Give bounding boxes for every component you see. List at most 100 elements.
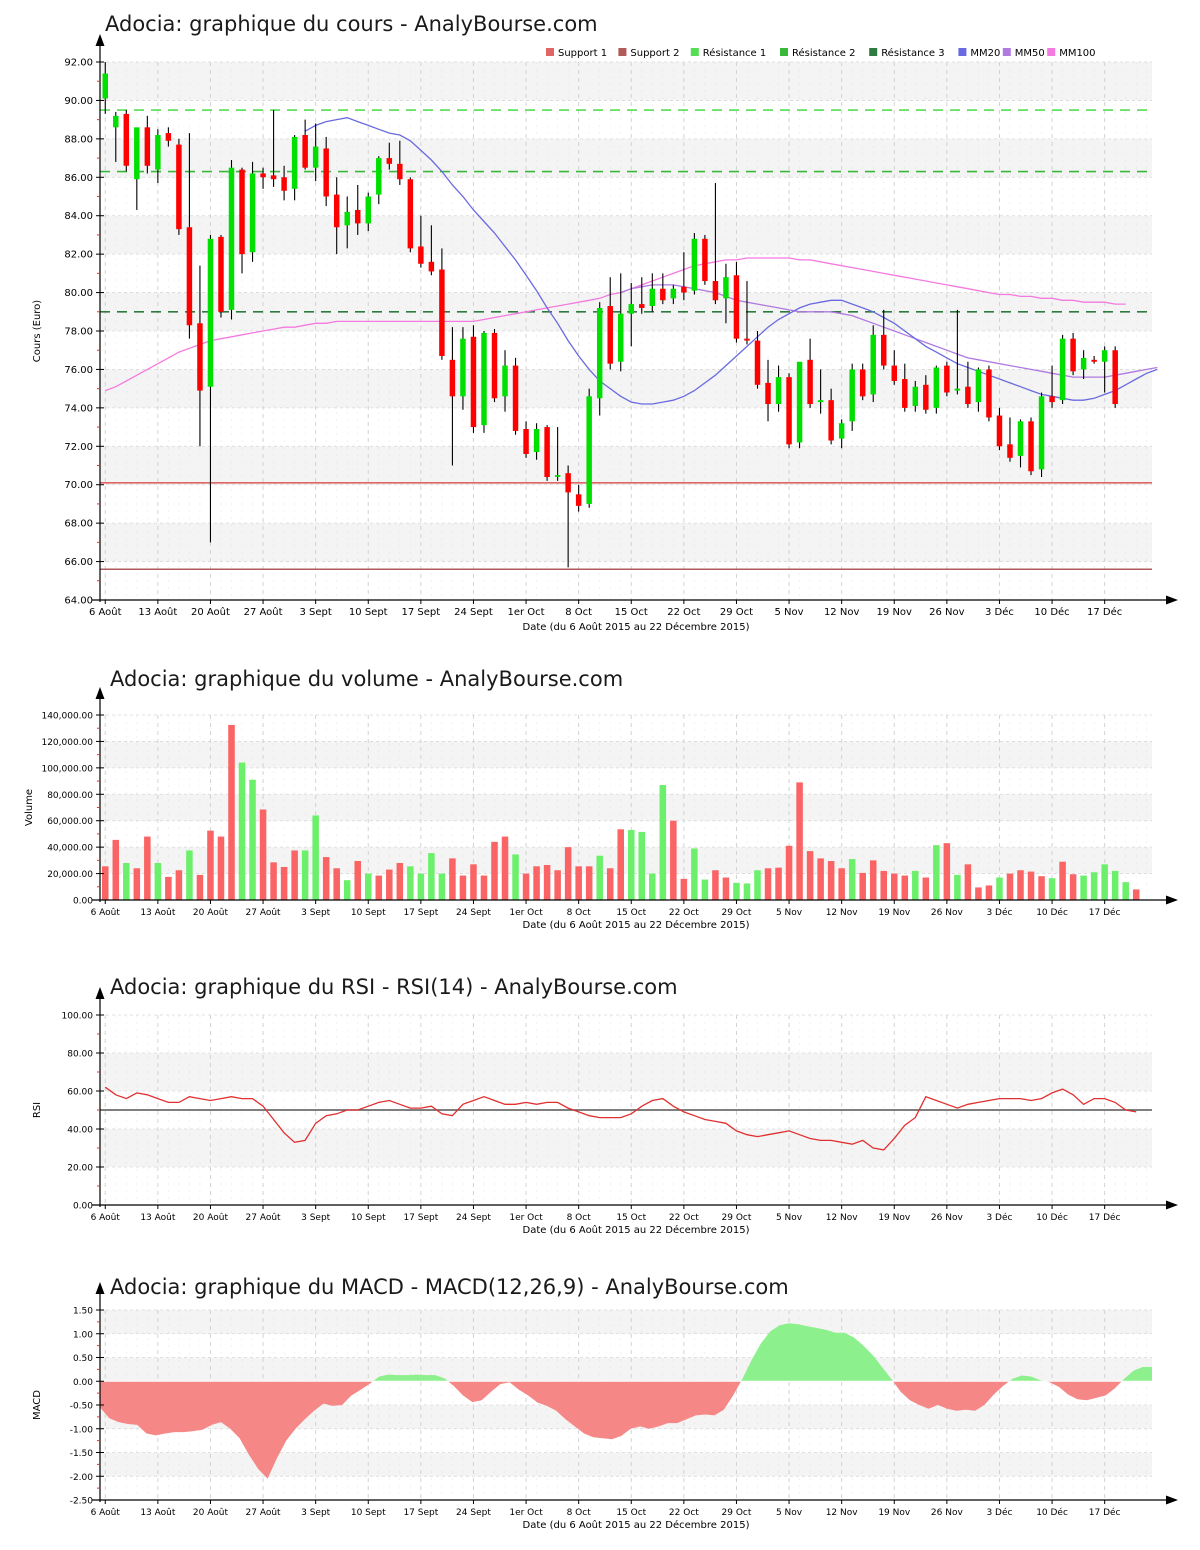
candle-body [1070, 338, 1076, 372]
x-tick-label: 27 Août [246, 908, 282, 918]
y-tick-label: 88.00 [64, 134, 93, 145]
mm50-line [620, 284, 1158, 378]
candle-body [586, 396, 592, 504]
x-tick-label: 10 Sept [351, 1213, 386, 1223]
volume-bar [922, 877, 930, 900]
candle-body [954, 388, 961, 391]
candle-body [870, 334, 876, 395]
volume-bar [154, 863, 162, 900]
x-tick-label: 24 Sept [456, 908, 491, 918]
candle-body [249, 173, 256, 253]
volume-bar [859, 872, 866, 900]
volume-bar [449, 858, 456, 900]
volume-bar [943, 843, 951, 900]
candle-body [376, 158, 382, 195]
x-tick-label: 22 Oct [669, 1213, 699, 1223]
y-tick-label: 72.00 [64, 442, 93, 453]
price-chart-title: Adocia: graphique du cours - AnalyBourse… [105, 12, 598, 36]
volume-bar [438, 873, 446, 900]
candle-body [996, 415, 1003, 447]
volume-bar [585, 866, 593, 900]
x-tick-label: 10 Sept [351, 1508, 386, 1518]
candle-body [933, 367, 940, 408]
x-tick-label: 10 Déc [1036, 1212, 1068, 1223]
candle-body [912, 386, 919, 406]
y-tick-label: 80.00 [64, 288, 93, 299]
x-tick-label: 19 Nov [877, 607, 913, 618]
volume-bar [1017, 870, 1024, 900]
x-tick-label: 22 Oct [669, 908, 699, 918]
volume-panel: Adocia: graphique du volume - AnalyBours… [0, 645, 1200, 955]
candle-body [218, 236, 224, 312]
volume-bar [280, 866, 288, 900]
y-axis-arrow [95, 687, 105, 699]
candle-body [418, 246, 424, 264]
x-tick-label: 6 Août [91, 908, 121, 918]
volume-chart-title: Adocia: graphique du volume - AnalyBours… [110, 667, 624, 691]
y-tick-label: 20,000.00 [47, 870, 93, 880]
candle-body [618, 313, 624, 362]
y-axis-title: Volume [24, 789, 35, 826]
volume-bar [733, 882, 740, 900]
plot-band [100, 1310, 1152, 1334]
x-tick-label: 10 Déc [1036, 907, 1068, 918]
candle-body [260, 173, 266, 178]
volume-bar [470, 864, 477, 900]
candle-body [923, 384, 929, 410]
x-tick-label: 3 Déc [986, 1212, 1012, 1223]
volume-bar [1038, 876, 1045, 900]
x-tick-label: 3 Sept [301, 908, 331, 918]
candle-body [702, 238, 708, 282]
volume-bar [659, 785, 667, 900]
candle-body [239, 169, 245, 255]
x-tick-label: 5 Nov [775, 607, 804, 618]
candle-body [207, 238, 214, 387]
volume-bar [270, 862, 277, 900]
volume-bar [101, 866, 109, 900]
volume-bar [638, 831, 646, 900]
volume-bar [417, 873, 425, 900]
volume-bar [848, 859, 856, 900]
volume-bar [564, 847, 572, 900]
legend-swatch-7 [1047, 48, 1056, 56]
volume-bar [817, 858, 824, 900]
volume-bar [764, 868, 772, 900]
candle-body [333, 194, 340, 228]
volume-bar [775, 867, 782, 900]
volume-bar [1090, 872, 1098, 900]
volume-bar [301, 850, 309, 900]
x-tick-label: 29 Oct [720, 607, 753, 618]
x-tick-label: 27 Août [244, 606, 283, 618]
candle-body [386, 158, 393, 164]
candle-body [470, 336, 477, 428]
volume-bar [354, 861, 362, 900]
macd-chart-svg: -2.50 -2.00 -1.50 -1.00 -0.50 0.00 0.50 1.00 1.5… [32, 1282, 1178, 1531]
candle-body [312, 146, 319, 168]
x-tick-label: 20 Août [193, 1508, 229, 1518]
candle-body [523, 428, 529, 454]
candle-body [838, 423, 845, 439]
x-tick-label: 10 Déc [1034, 606, 1069, 618]
x-tick-label: 26 Nov [931, 908, 964, 918]
volume-bar [680, 878, 688, 900]
plot-band [100, 215, 1152, 255]
candle-body [228, 167, 235, 310]
y-tick-label: 1.50 [73, 1307, 93, 1317]
candle-body [449, 359, 456, 397]
volume-bar [165, 876, 172, 900]
volume-bar [954, 874, 961, 900]
y-tick-label: 92.00 [64, 58, 93, 69]
candle-body [828, 400, 834, 441]
volume-bar [123, 863, 130, 900]
volume-bar [806, 851, 814, 900]
volume-bar [1132, 889, 1140, 900]
mm100-line [105, 257, 1126, 392]
x-tick-label: 17 Déc [1089, 1212, 1121, 1223]
legend-swatch-1 [618, 48, 627, 56]
x-tick-label: 3 Déc [985, 606, 1014, 618]
volume-bar [133, 868, 141, 900]
candle-body [544, 427, 550, 478]
y-tick-label: 140,000.00 [41, 712, 93, 722]
candle-body [323, 148, 329, 197]
volume-bar [1101, 864, 1108, 900]
